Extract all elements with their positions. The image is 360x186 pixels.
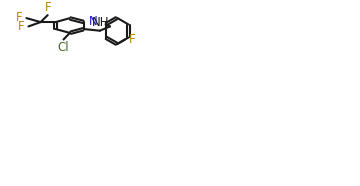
Text: NH: NH <box>91 16 109 29</box>
Text: F: F <box>45 1 51 14</box>
Text: F: F <box>129 33 135 46</box>
Text: Cl: Cl <box>57 41 69 54</box>
Text: F: F <box>16 11 23 24</box>
Text: N: N <box>89 15 98 28</box>
Text: F: F <box>18 20 25 33</box>
